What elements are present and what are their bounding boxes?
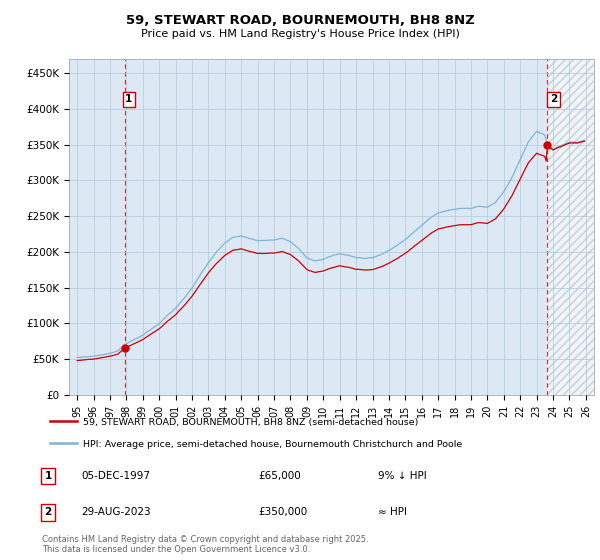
- Text: 59, STEWART ROAD, BOURNEMOUTH, BH8 8NZ (semi-detached house): 59, STEWART ROAD, BOURNEMOUTH, BH8 8NZ (…: [83, 418, 418, 427]
- Text: 1: 1: [125, 94, 133, 104]
- Text: 2: 2: [44, 507, 52, 517]
- Text: ≈ HPI: ≈ HPI: [378, 507, 407, 517]
- Text: 9% ↓ HPI: 9% ↓ HPI: [378, 471, 427, 481]
- Text: Price paid vs. HM Land Registry's House Price Index (HPI): Price paid vs. HM Land Registry's House …: [140, 29, 460, 39]
- Text: 05-DEC-1997: 05-DEC-1997: [81, 471, 150, 481]
- Text: Contains HM Land Registry data © Crown copyright and database right 2025.
This d: Contains HM Land Registry data © Crown c…: [42, 535, 368, 554]
- Text: 1: 1: [44, 471, 52, 481]
- Text: 29-AUG-2023: 29-AUG-2023: [81, 507, 151, 517]
- Text: 59, STEWART ROAD, BOURNEMOUTH, BH8 8NZ: 59, STEWART ROAD, BOURNEMOUTH, BH8 8NZ: [125, 14, 475, 27]
- Text: HPI: Average price, semi-detached house, Bournemouth Christchurch and Poole: HPI: Average price, semi-detached house,…: [83, 440, 462, 449]
- Text: £350,000: £350,000: [258, 507, 307, 517]
- Text: 2: 2: [550, 94, 557, 104]
- Text: £65,000: £65,000: [258, 471, 301, 481]
